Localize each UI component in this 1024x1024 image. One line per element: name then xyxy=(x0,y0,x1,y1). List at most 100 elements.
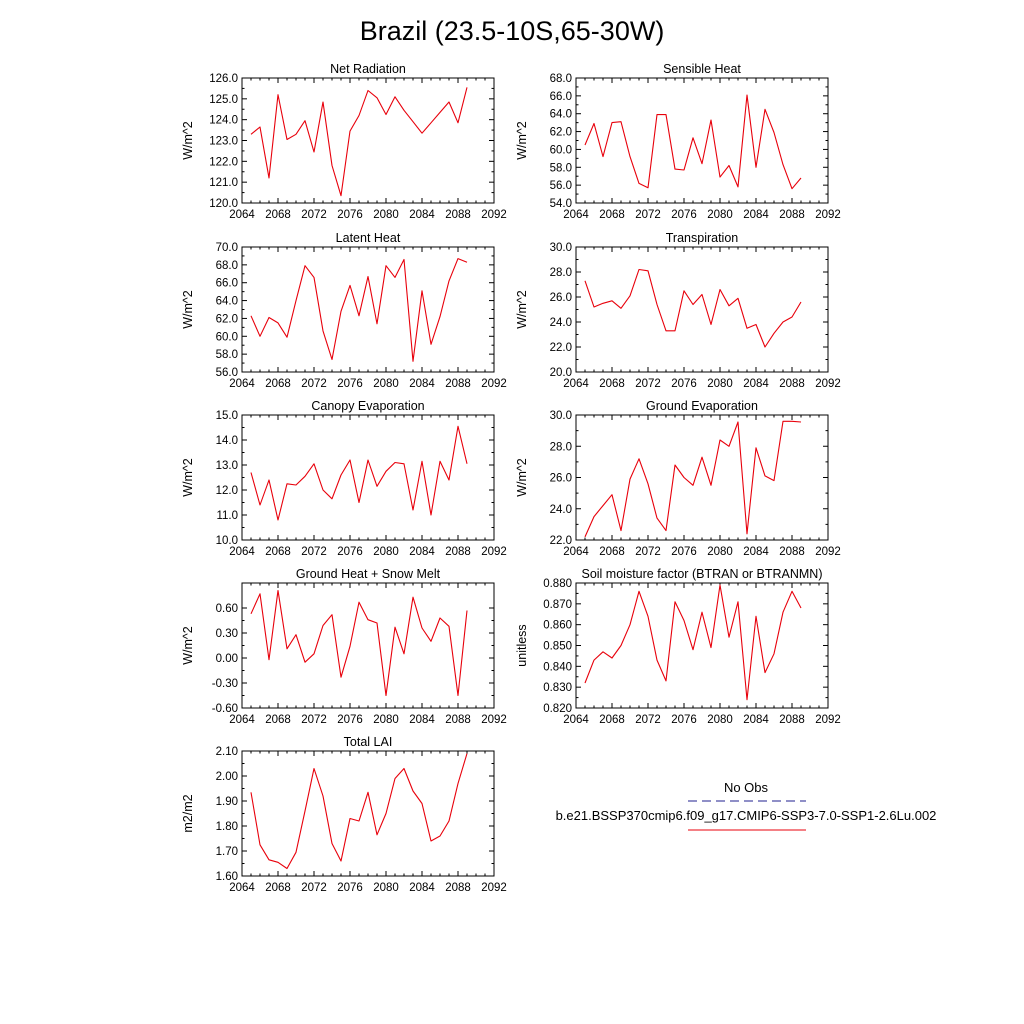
x-tick-label: 2064 xyxy=(563,209,589,221)
x-tick-label: 2064 xyxy=(229,209,255,221)
x-tick-label: 2072 xyxy=(635,209,661,221)
series-line xyxy=(584,94,802,190)
x-tick-label: 2072 xyxy=(301,882,327,894)
panel-ground-evaporation: Ground Evaporation W/m^2 2064 2068 2072 2076 2… xyxy=(515,399,841,558)
y-tick-label: 56.0 xyxy=(216,367,238,379)
y-tick-label: 66.0 xyxy=(550,91,572,103)
y-tick-label: 2.00 xyxy=(216,771,238,783)
panel-title: Canopy Evaporation xyxy=(311,399,424,413)
x-tick-label: 2072 xyxy=(635,546,661,558)
y-tick-label: 122.0 xyxy=(209,156,238,168)
y-tick-label: 60.0 xyxy=(550,144,572,156)
x-tick-label: 2080 xyxy=(373,882,399,894)
y-axis-label: W/m^2 xyxy=(515,290,529,329)
x-tick-label: 2080 xyxy=(707,209,733,221)
x-tick-label: 2076 xyxy=(337,714,363,726)
y-tick-label: 123.0 xyxy=(209,136,238,148)
y-tick-label: 0.880 xyxy=(543,578,572,590)
y-tick-label: 66.0 xyxy=(216,278,238,290)
x-tick-label: 2072 xyxy=(635,714,661,726)
x-tick-label: 2072 xyxy=(301,378,327,390)
x-tick-label: 2092 xyxy=(481,714,507,726)
y-tick-label: 15.0 xyxy=(216,410,238,422)
y-tick-label: 68.0 xyxy=(216,260,238,272)
y-tick-label: 62.0 xyxy=(216,313,238,325)
x-tick-label: 2068 xyxy=(265,378,291,390)
y-tick-label: 13.0 xyxy=(216,460,238,472)
x-tick-label: 2084 xyxy=(409,882,435,894)
x-tick-label: 2076 xyxy=(337,209,363,221)
y-tick-label: 0.860 xyxy=(543,620,572,632)
x-tick-label: 2076 xyxy=(337,882,363,894)
legend-label-no-obs: No Obs xyxy=(724,780,769,795)
y-axis-label: m2/m2 xyxy=(181,794,195,832)
x-tick-label: 2076 xyxy=(337,546,363,558)
y-tick-label: 1.90 xyxy=(216,796,238,808)
y-tick-label: 0.00 xyxy=(216,653,238,665)
y-axis-label: W/m^2 xyxy=(181,121,195,160)
x-tick-label: 2084 xyxy=(743,546,769,558)
y-axis-label: W/m^2 xyxy=(181,626,195,665)
x-tick-label: 2068 xyxy=(265,714,291,726)
y-tick-label: 0.850 xyxy=(543,641,572,653)
x-tick-label: 2072 xyxy=(301,546,327,558)
y-tick-label: 124.0 xyxy=(209,115,238,127)
x-tick-label: 2092 xyxy=(481,882,507,894)
series-line xyxy=(250,258,468,362)
x-tick-label: 2084 xyxy=(409,714,435,726)
series-line xyxy=(584,268,802,348)
y-tick-label: 64.0 xyxy=(550,109,572,121)
y-tick-label: 20.0 xyxy=(550,367,572,379)
panel-total-lai: Total LAI m2/m2 2064 2068 2072 2076 2080 2084 20… xyxy=(181,735,507,894)
y-axis-label: W/m^2 xyxy=(515,458,529,497)
y-tick-label: 22.0 xyxy=(550,535,572,547)
x-tick-label: 2064 xyxy=(563,546,589,558)
x-tick-label: 2080 xyxy=(707,546,733,558)
x-tick-label: 2092 xyxy=(815,546,841,558)
y-tick-label: 26.0 xyxy=(550,473,572,485)
x-tick-label: 2068 xyxy=(599,209,625,221)
panel-net-radiation: Net Radiation W/m^2 2064 2068 2072 2076 2080 20… xyxy=(181,62,507,221)
x-tick-label: 2092 xyxy=(815,714,841,726)
x-tick-label: 2064 xyxy=(563,714,589,726)
y-tick-label: 0.870 xyxy=(543,599,572,611)
panel-title: Ground Evaporation xyxy=(646,399,758,413)
x-tick-label: 2088 xyxy=(779,378,805,390)
x-tick-label: 2092 xyxy=(481,209,507,221)
panel-transpiration: Transpiration W/m^2 2064 2068 2072 2076 2080 20… xyxy=(515,231,841,390)
x-tick-label: 2092 xyxy=(481,378,507,390)
chart-panels: Net Radiation W/m^2 2064 2068 2072 2076 2080 20… xyxy=(181,62,841,894)
y-tick-label: 12.0 xyxy=(216,485,238,497)
panel-title: Total LAI xyxy=(344,735,393,749)
series-line xyxy=(250,589,468,697)
x-tick-label: 2072 xyxy=(635,378,661,390)
x-tick-label: 2080 xyxy=(373,546,399,558)
x-tick-label: 2084 xyxy=(743,714,769,726)
panel-sensible-heat: Sensible Heat W/m^2 2064 2068 2072 2076 2080 20… xyxy=(515,62,841,221)
panel-title: Net Radiation xyxy=(330,62,406,76)
y-tick-label: 26.0 xyxy=(550,292,572,304)
y-tick-label: 70.0 xyxy=(216,242,238,254)
x-tick-label: 2088 xyxy=(779,714,805,726)
y-tick-label: 24.0 xyxy=(550,317,572,329)
series-line xyxy=(584,420,802,538)
y-tick-label: 0.30 xyxy=(216,628,238,640)
y-tick-label: -0.30 xyxy=(212,678,238,690)
y-tick-label: 2.10 xyxy=(216,746,238,758)
legend-label-case: b.e21.BSSP370cmip6.f09_g17.CMIP6-SSP3-7.… xyxy=(556,808,937,823)
x-tick-label: 2064 xyxy=(229,882,255,894)
y-tick-label: 56.0 xyxy=(550,180,572,192)
panel-title: Soil moisture factor (BTRAN or BTRANMN) xyxy=(581,567,822,581)
x-tick-label: 2080 xyxy=(707,714,733,726)
x-tick-label: 2068 xyxy=(265,546,291,558)
y-tick-label: -0.60 xyxy=(212,703,238,715)
y-tick-label: 10.0 xyxy=(216,535,238,547)
x-tick-label: 2076 xyxy=(337,378,363,390)
x-tick-label: 2088 xyxy=(445,209,471,221)
x-tick-label: 2064 xyxy=(563,378,589,390)
y-axis-label: W/m^2 xyxy=(181,290,195,329)
panel-title: Sensible Heat xyxy=(663,62,741,76)
x-tick-label: 2068 xyxy=(599,546,625,558)
y-tick-label: 24.0 xyxy=(550,504,572,516)
